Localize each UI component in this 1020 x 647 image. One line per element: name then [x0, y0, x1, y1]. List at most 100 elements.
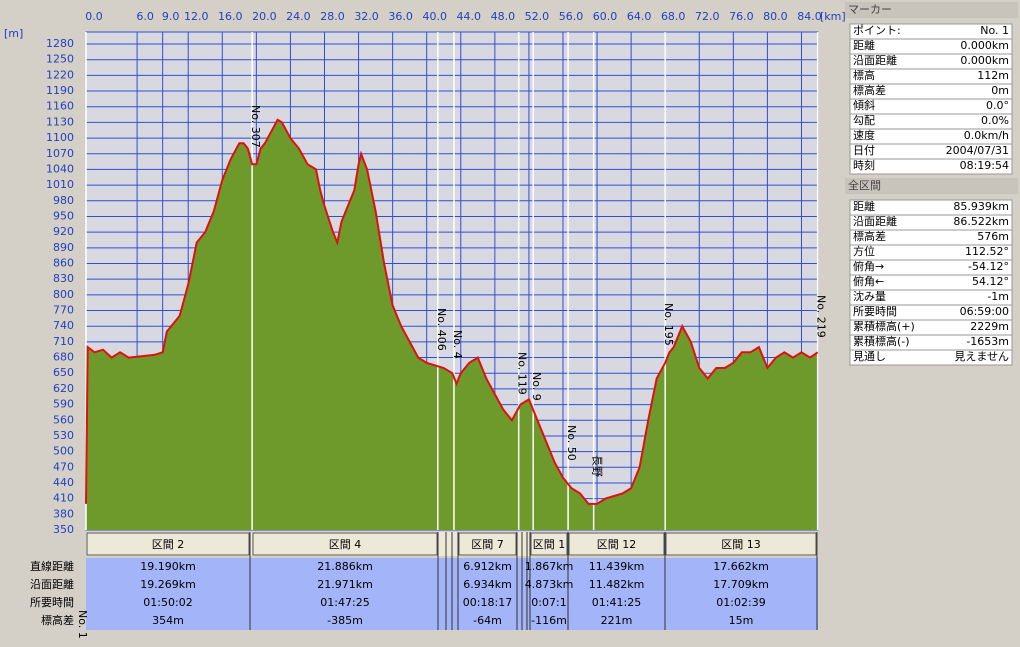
panel-key: 沿面距離: [853, 214, 897, 228]
y-tick-label: 560: [53, 413, 74, 426]
elevation-area: [86, 119, 818, 531]
panel-value: 112.52°: [965, 245, 1009, 258]
x-tick-label: 56.0: [559, 10, 584, 23]
cell: 17.709km: [713, 578, 769, 591]
cell: 19.269km: [140, 578, 196, 591]
marker-label: No. 1: [76, 610, 89, 639]
column-header-text: 区間 12: [597, 538, 637, 551]
column-header: [86, 532, 250, 556]
panel-key: 日付: [853, 144, 875, 157]
cell: 19.190km: [140, 560, 196, 573]
x-tick-label: 64.0: [627, 10, 652, 23]
panel-key: 累積標高(+): [853, 319, 915, 333]
panel-value: -1653m: [966, 335, 1009, 348]
x-tick-label: 76.0: [729, 10, 754, 23]
y-tick-label: 860: [53, 256, 74, 269]
y-tick-label: 1100: [46, 131, 74, 144]
y-tick-label: 1070: [46, 147, 74, 160]
row-label: 沿面距離: [30, 577, 74, 591]
panel-key: 標高差: [853, 229, 886, 243]
row-label: 標高差: [41, 613, 74, 627]
x-tick-label: 36.0: [388, 10, 413, 23]
panel-key: 所要時間: [853, 305, 897, 318]
y-tick-label: 1190: [46, 84, 74, 97]
elevation-line: [85, 118, 819, 505]
cell: 11.439km: [589, 560, 645, 573]
x-tick-label: 40.0: [422, 10, 447, 23]
panel-key: 勾配: [853, 114, 875, 127]
row-label: 所要時間: [30, 596, 74, 609]
x-tick-label: 20.0: [252, 10, 277, 23]
y-tick-label: 1010: [46, 178, 74, 191]
x-tick-label: 9.0: [162, 10, 180, 23]
marker-label: No. 50: [565, 425, 578, 461]
y-tick-label: 470: [53, 460, 74, 473]
marker-label: 長野: [591, 455, 604, 477]
cell: 1.867km: [525, 560, 574, 573]
x-tick-label: 12.0: [184, 10, 209, 23]
x-tick-label: 0.0: [85, 10, 103, 23]
panel-key: 沈み量: [853, 289, 886, 303]
panel-value: 06:59:00: [960, 305, 1009, 318]
marker-label: No. 406: [435, 308, 448, 351]
panel-value: 86.522km: [953, 215, 1009, 228]
panel-key: 速度: [853, 128, 875, 142]
column-header: [252, 532, 438, 556]
panel-key: 累積標高(-): [853, 334, 910, 348]
y-tick-label: 620: [53, 382, 74, 395]
x-tick-label: 32.0: [354, 10, 379, 23]
y-tick-label: 590: [53, 398, 74, 411]
marker-label: No. 9: [530, 372, 543, 401]
panel-key: 距離: [853, 38, 875, 52]
cell: -64m: [473, 614, 502, 627]
x-tick-label: 44.0: [457, 10, 482, 23]
cell: 0:07:1: [531, 596, 566, 609]
panel-value: 112m: [977, 69, 1009, 82]
panel-title-bg: [845, 178, 1018, 194]
cell: 221m: [601, 614, 633, 627]
panel-value: 0.0%: [981, 114, 1009, 127]
panel-key: 標高: [853, 68, 875, 82]
y-tick-label: 1160: [46, 100, 74, 113]
y-tick-label: 980: [53, 194, 74, 207]
cell: 01:41:25: [592, 596, 641, 609]
y-tick-label: 770: [53, 304, 74, 317]
panel-key: 時刻: [853, 158, 875, 172]
cell: 6.912km: [463, 560, 512, 573]
x-tick-label: 48.0: [491, 10, 516, 23]
x-tick-label: 68.0: [661, 10, 686, 23]
panel-key: 俯角←: [853, 274, 884, 288]
x-tick-label: 28.0: [320, 10, 345, 23]
marker-label: No. 4: [451, 330, 464, 359]
x-tick-label: 80.0: [763, 10, 788, 23]
y-tick-label: 950: [53, 209, 74, 222]
column-header-text: 区間 7: [471, 538, 504, 551]
y-tick-label: 1250: [46, 53, 74, 66]
column-header: [665, 532, 817, 556]
panel-title: 全区間: [848, 178, 881, 192]
cell: 6.934km: [463, 578, 512, 591]
panel-key: 俯角→: [853, 259, 884, 273]
panel-key: ポイント:: [853, 24, 901, 37]
marker-label: No. 119: [516, 352, 529, 395]
panel-value: No. 1: [980, 24, 1009, 37]
panel-value: 0m: [991, 84, 1009, 97]
cell: 17.662km: [713, 560, 769, 573]
panel-value: 2004/07/31: [946, 144, 1009, 157]
column-header: [568, 532, 665, 556]
panel-key: 傾斜: [853, 98, 875, 112]
column-header-text: 区間 4: [329, 538, 362, 551]
marker-label: No. 195: [662, 303, 675, 346]
column-header: [458, 532, 517, 556]
x-tick-label: 6.0: [136, 10, 154, 23]
column-header-text: 区間 2: [152, 538, 185, 551]
y-tick-label: 800: [53, 288, 74, 301]
column-header-text: 区間 1: [533, 538, 566, 551]
panel-key: 方位: [853, 244, 875, 258]
x-tick-label: 24.0: [286, 10, 311, 23]
panel-title: マーカー: [848, 3, 892, 16]
cell: 11.482km: [589, 578, 645, 591]
row-label: 直線距離: [30, 559, 74, 573]
